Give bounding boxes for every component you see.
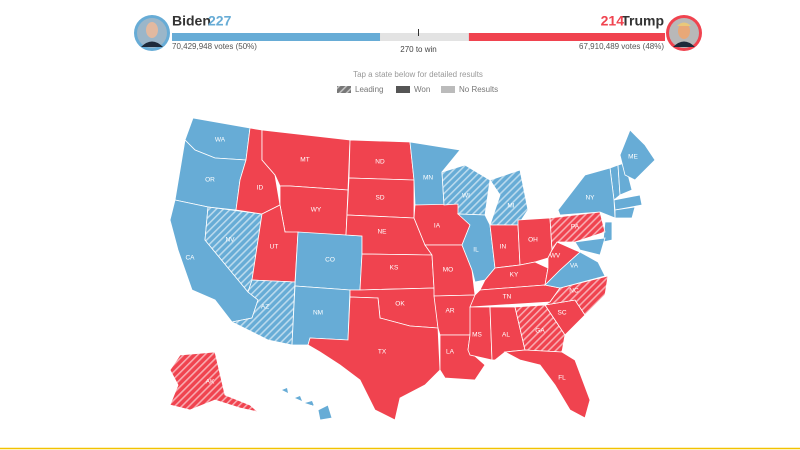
state-shape[interactable] bbox=[619, 129, 656, 181]
legend-hatch bbox=[337, 86, 351, 93]
state-label: PA bbox=[571, 224, 580, 231]
state-label: MO bbox=[443, 267, 453, 274]
state-label: IL bbox=[473, 247, 479, 254]
threshold-label: 270 to win bbox=[400, 45, 436, 54]
progress-track bbox=[172, 33, 665, 41]
state-label: FL bbox=[558, 375, 566, 382]
candidate-name: Trump bbox=[621, 13, 664, 29]
candidate-name: Biden bbox=[172, 13, 211, 29]
trump-photo bbox=[666, 15, 702, 51]
state-label: VA bbox=[570, 263, 579, 270]
state-shape[interactable] bbox=[456, 213, 496, 283]
state-label: NV bbox=[225, 237, 235, 244]
legend-swatch bbox=[396, 86, 410, 93]
instructions: Tap a state below for detailed results bbox=[353, 70, 483, 79]
state-label: OH bbox=[528, 237, 538, 244]
state-shape[interactable] bbox=[282, 388, 288, 393]
state-label: MT bbox=[300, 157, 309, 164]
state-shape[interactable] bbox=[359, 253, 435, 291]
state-label: NC bbox=[569, 288, 579, 295]
state-shape[interactable] bbox=[317, 404, 333, 421]
state-label: LA bbox=[446, 349, 455, 356]
state-label: AZ bbox=[261, 304, 269, 311]
state-label: WY bbox=[311, 207, 322, 214]
state-label: IA bbox=[434, 223, 441, 230]
state-shape[interactable] bbox=[433, 294, 476, 336]
state-label: GA bbox=[535, 328, 545, 335]
legend-label: No Results bbox=[459, 85, 498, 94]
state-label: ID bbox=[257, 185, 264, 192]
state-label: AL bbox=[502, 332, 510, 339]
state-label: MS bbox=[472, 332, 482, 339]
state-label: AK bbox=[206, 379, 215, 386]
map: WA OR CA NV ID MT WY UT CO AZ NM ND SD NE KS OK TX MN IA MO… bbox=[169, 117, 656, 421]
state-shape[interactable] bbox=[503, 349, 591, 419]
state-label: TN bbox=[503, 294, 512, 301]
state-label: UT bbox=[270, 244, 279, 251]
state-label: HI bbox=[308, 405, 315, 412]
state-shape[interactable] bbox=[295, 396, 302, 401]
state-label: WI bbox=[462, 193, 470, 200]
state-label: NE bbox=[377, 229, 387, 236]
electoral-votes: 227 bbox=[208, 13, 232, 29]
state-shape[interactable] bbox=[307, 296, 441, 421]
state-shape[interactable] bbox=[544, 241, 581, 287]
state-shape[interactable] bbox=[557, 167, 616, 219]
state-label: WV bbox=[550, 253, 561, 260]
state-label: KY bbox=[510, 272, 519, 279]
state-label: MI bbox=[507, 203, 514, 210]
state-label: NY bbox=[585, 195, 595, 202]
biden-bar bbox=[172, 33, 381, 41]
state-label: TX bbox=[378, 349, 387, 356]
legend-swatch bbox=[441, 86, 455, 93]
state-label: ME bbox=[628, 154, 638, 161]
state-label: NM bbox=[313, 310, 323, 317]
popular-votes: 67,910,489 votes (48%) bbox=[579, 42, 664, 51]
trump-bar bbox=[468, 33, 665, 41]
state-label: CA bbox=[185, 255, 195, 262]
state-shape[interactable] bbox=[489, 169, 529, 226]
state-shape[interactable] bbox=[305, 401, 314, 406]
state-label: WA bbox=[215, 137, 226, 144]
state-label: CO bbox=[325, 257, 335, 264]
biden-photo bbox=[134, 15, 170, 51]
popular-votes: 70,429,948 votes (50%) bbox=[172, 42, 257, 51]
state-label: OR bbox=[205, 177, 215, 184]
legend-label: Leading bbox=[355, 85, 383, 94]
state-label: AR bbox=[445, 308, 454, 315]
state-label: IN bbox=[500, 244, 507, 251]
state-label: SC bbox=[557, 310, 566, 317]
electoral-votes: 214 bbox=[601, 13, 625, 29]
state-label: OK bbox=[395, 301, 405, 308]
state-label: MN bbox=[423, 175, 433, 182]
state-label: KS bbox=[390, 265, 399, 272]
state-label: SD bbox=[375, 195, 384, 202]
state-label: ND bbox=[375, 159, 385, 166]
legend-label: Won bbox=[414, 85, 430, 94]
